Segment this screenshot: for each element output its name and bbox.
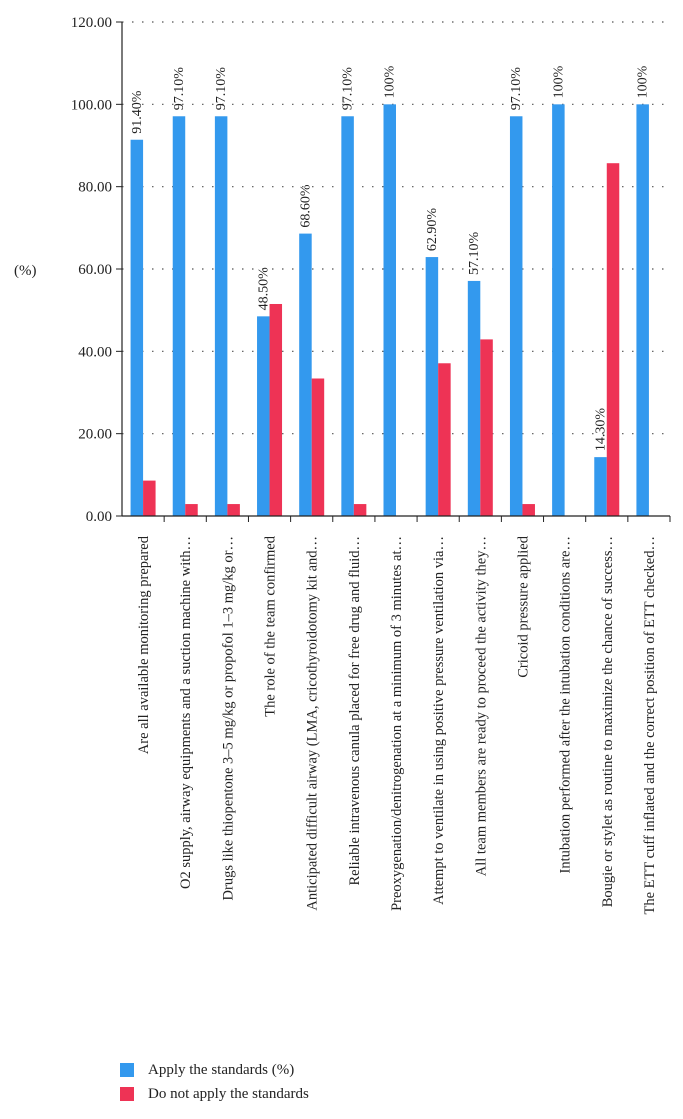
value-label: 100% xyxy=(636,65,651,98)
axes xyxy=(121,22,670,517)
bar-not-apply xyxy=(522,504,535,516)
category-label: Bougie or stylet as routine to maximize … xyxy=(600,536,616,907)
bar-not-apply xyxy=(480,339,493,516)
y-axis-ticks: 0.00 20.00 40.00 60.00 80.00 100.00 120.00 xyxy=(71,15,122,525)
y-tick-label: 40.00 xyxy=(78,344,112,360)
bar-apply xyxy=(509,116,523,516)
bar-not-apply xyxy=(185,504,198,516)
bar-apply xyxy=(172,116,186,516)
bar-not-apply xyxy=(269,303,283,516)
value-label: 68.60% xyxy=(298,184,313,228)
legend-item-apply: Apply the standards (%) xyxy=(120,1058,309,1082)
category-label: The role of the team confirmed xyxy=(263,535,279,717)
gridlines xyxy=(122,21,670,435)
y-tick-label: 20.00 xyxy=(78,427,112,443)
category-label: All team members are ready to proceed th… xyxy=(473,536,489,876)
bar-apply xyxy=(130,139,144,516)
y-tick-label: 120.00 xyxy=(71,15,112,31)
value-label: 100% xyxy=(551,65,566,98)
category-label: Attempt to ventilate in using positive p… xyxy=(431,536,447,905)
legend-swatch-not-apply xyxy=(120,1087,134,1101)
y-axis-label: (%) xyxy=(14,263,37,279)
category-label: Drugs like thiopentone 3–5 mg/kg or prop… xyxy=(220,536,236,900)
bar-not-apply xyxy=(227,504,240,516)
bar-apply xyxy=(594,457,607,516)
bar-apply xyxy=(425,257,439,516)
bar-not-apply xyxy=(353,504,367,516)
bar-not-apply xyxy=(606,163,620,516)
bar-apply xyxy=(552,104,565,516)
value-label: 97.10% xyxy=(509,67,524,111)
bar-apply xyxy=(467,280,481,516)
bar-apply xyxy=(341,116,354,516)
category-label: Reliable intravenous canula placed for f… xyxy=(347,536,363,885)
legend: Apply the standards (%) Do not apply the… xyxy=(120,1058,309,1106)
category-label: Preoxygenation/denitrogenation at a mini… xyxy=(389,536,405,911)
bar-apply xyxy=(257,316,270,516)
value-label: 97.10% xyxy=(214,67,229,111)
value-label: 97.10% xyxy=(172,67,187,111)
bars xyxy=(130,104,649,516)
bar-apply xyxy=(383,104,396,516)
bar-apply xyxy=(214,116,228,516)
y-tick-label: 80.00 xyxy=(78,180,112,196)
legend-swatch-apply xyxy=(120,1063,134,1077)
bar-chart: 0.00 20.00 40.00 60.00 80.00 100.00 120.00 91.… xyxy=(14,15,671,914)
legend-item-not-apply: Do not apply the standards xyxy=(120,1082,309,1106)
y-tick-label: 0.00 xyxy=(86,509,112,525)
value-label: 91.40% xyxy=(130,90,145,134)
category-label: The ETT cuff inflated and the correct po… xyxy=(642,536,658,914)
bar-apply xyxy=(636,104,649,516)
category-label: Intubation performed after the intubatio… xyxy=(558,536,574,873)
value-label: 97.10% xyxy=(341,67,356,111)
bar-apply xyxy=(299,233,312,516)
bar-not-apply xyxy=(311,378,325,516)
category-label: O2 supply, airway equipments and a sucti… xyxy=(178,536,194,889)
bar-not-apply xyxy=(143,480,156,516)
value-label: 100% xyxy=(383,65,398,98)
value-label: 57.10% xyxy=(467,231,482,275)
legend-label-apply: Apply the standards (%) xyxy=(148,1061,295,1078)
category-label: Cricoid pressure applied xyxy=(515,535,531,677)
category-label: Anticipated difficult airway (LMA, crico… xyxy=(305,536,321,911)
category-label: Are all available monitoring prepared xyxy=(136,535,152,754)
category-labels: Are all available monitoring prepared O2 … xyxy=(136,516,671,914)
legend-label-not-apply: Do not apply the standards xyxy=(148,1085,309,1102)
bar-not-apply xyxy=(438,363,451,516)
value-labels: 91.40% 97.10% 97.10% 48.50% 68.60% 97.10% 100%… xyxy=(130,65,651,451)
y-tick-label: 60.00 xyxy=(78,262,112,278)
y-tick-label: 100.00 xyxy=(71,97,112,113)
value-label: 62.90% xyxy=(425,208,440,252)
value-label: 48.50% xyxy=(256,267,271,311)
value-label: 14.30% xyxy=(594,408,609,452)
